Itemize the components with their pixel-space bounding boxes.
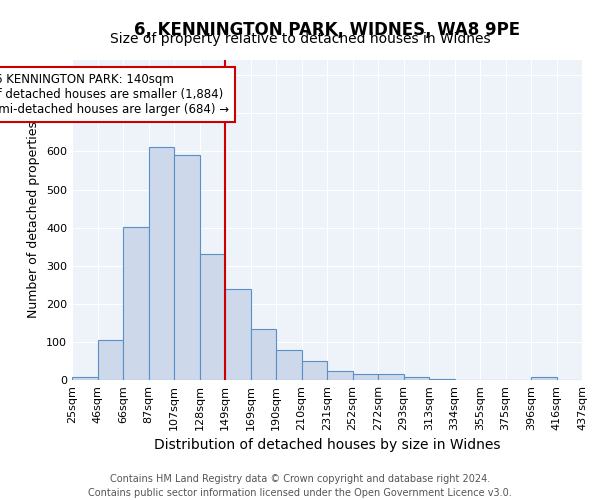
- Y-axis label: Number of detached properties: Number of detached properties: [28, 122, 40, 318]
- Bar: [72, 377, 97, 380]
- Bar: [302, 360, 327, 380]
- Bar: [123, 227, 149, 380]
- Bar: [199, 254, 225, 380]
- Bar: [429, 379, 455, 380]
- X-axis label: Distribution of detached houses by size in Widnes: Distribution of detached houses by size …: [154, 438, 500, 452]
- Text: 6 KENNINGTON PARK: 140sqm
← 73% of detached houses are smaller (1,884)
26% of se: 6 KENNINGTON PARK: 140sqm ← 73% of detac…: [0, 73, 229, 116]
- Bar: [225, 290, 251, 380]
- Title: 6, KENNINGTON PARK, WIDNES, WA8 9PE: 6, KENNINGTON PARK, WIDNES, WA8 9PE: [134, 21, 520, 39]
- Bar: [174, 155, 199, 380]
- Bar: [97, 340, 123, 380]
- Bar: [378, 374, 404, 380]
- Bar: [276, 350, 302, 380]
- Bar: [404, 377, 429, 380]
- Bar: [531, 377, 557, 380]
- Bar: [353, 374, 378, 380]
- Bar: [327, 371, 353, 380]
- Bar: [149, 147, 174, 380]
- Text: Contains HM Land Registry data © Crown copyright and database right 2024.
Contai: Contains HM Land Registry data © Crown c…: [88, 474, 512, 498]
- Text: Size of property relative to detached houses in Widnes: Size of property relative to detached ho…: [110, 32, 490, 46]
- Bar: [251, 328, 276, 380]
